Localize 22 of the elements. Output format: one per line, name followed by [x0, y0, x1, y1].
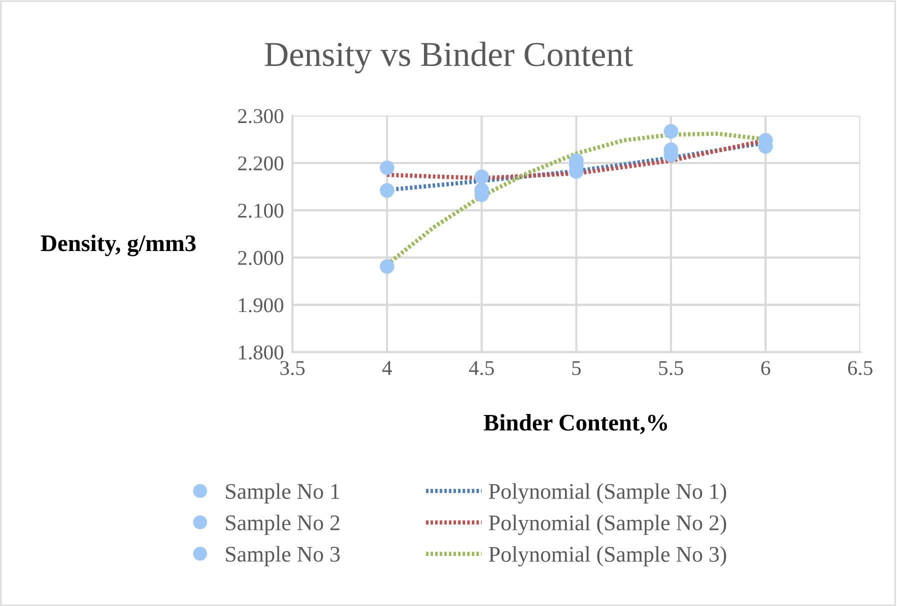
y-tick-label: 2.000	[238, 250, 284, 266]
x-tick-label: 6.5	[848, 361, 872, 376]
x-tick-label: 4.5	[469, 361, 494, 376]
legend-label: Polynomial (Sample No 1)	[488, 483, 726, 504]
y-tick-label: 1.800	[239, 345, 284, 360]
x-tick-label: 6	[761, 361, 770, 376]
y-tick-label: 2.100	[238, 204, 284, 218]
legend-label: Polynomial (Sample No 3)	[488, 546, 726, 566]
x-tick-label: 5.5	[659, 361, 684, 376]
x-tick-label: 4	[382, 361, 392, 375]
legend-label: Sample No 2	[226, 514, 340, 535]
y-tick-label: 1.900	[239, 298, 284, 312]
y-tick-label: 2.300	[238, 109, 284, 124]
legend-label: Polynomial (Sample No 2)	[488, 514, 726, 535]
x-tick-label: 5	[572, 361, 581, 376]
legend-label: Sample No 3	[226, 546, 340, 566]
y-axis-title: Density, g/mm3	[40, 234, 196, 256]
legend-label: Sample No 1	[226, 483, 340, 504]
x-tick-label: 3.5	[280, 361, 305, 376]
x-axis-title: Binder Content,%	[484, 414, 668, 434]
chart-title: Density vs Binder Content	[264, 42, 633, 74]
y-tick-label: 2.200	[238, 156, 284, 171]
